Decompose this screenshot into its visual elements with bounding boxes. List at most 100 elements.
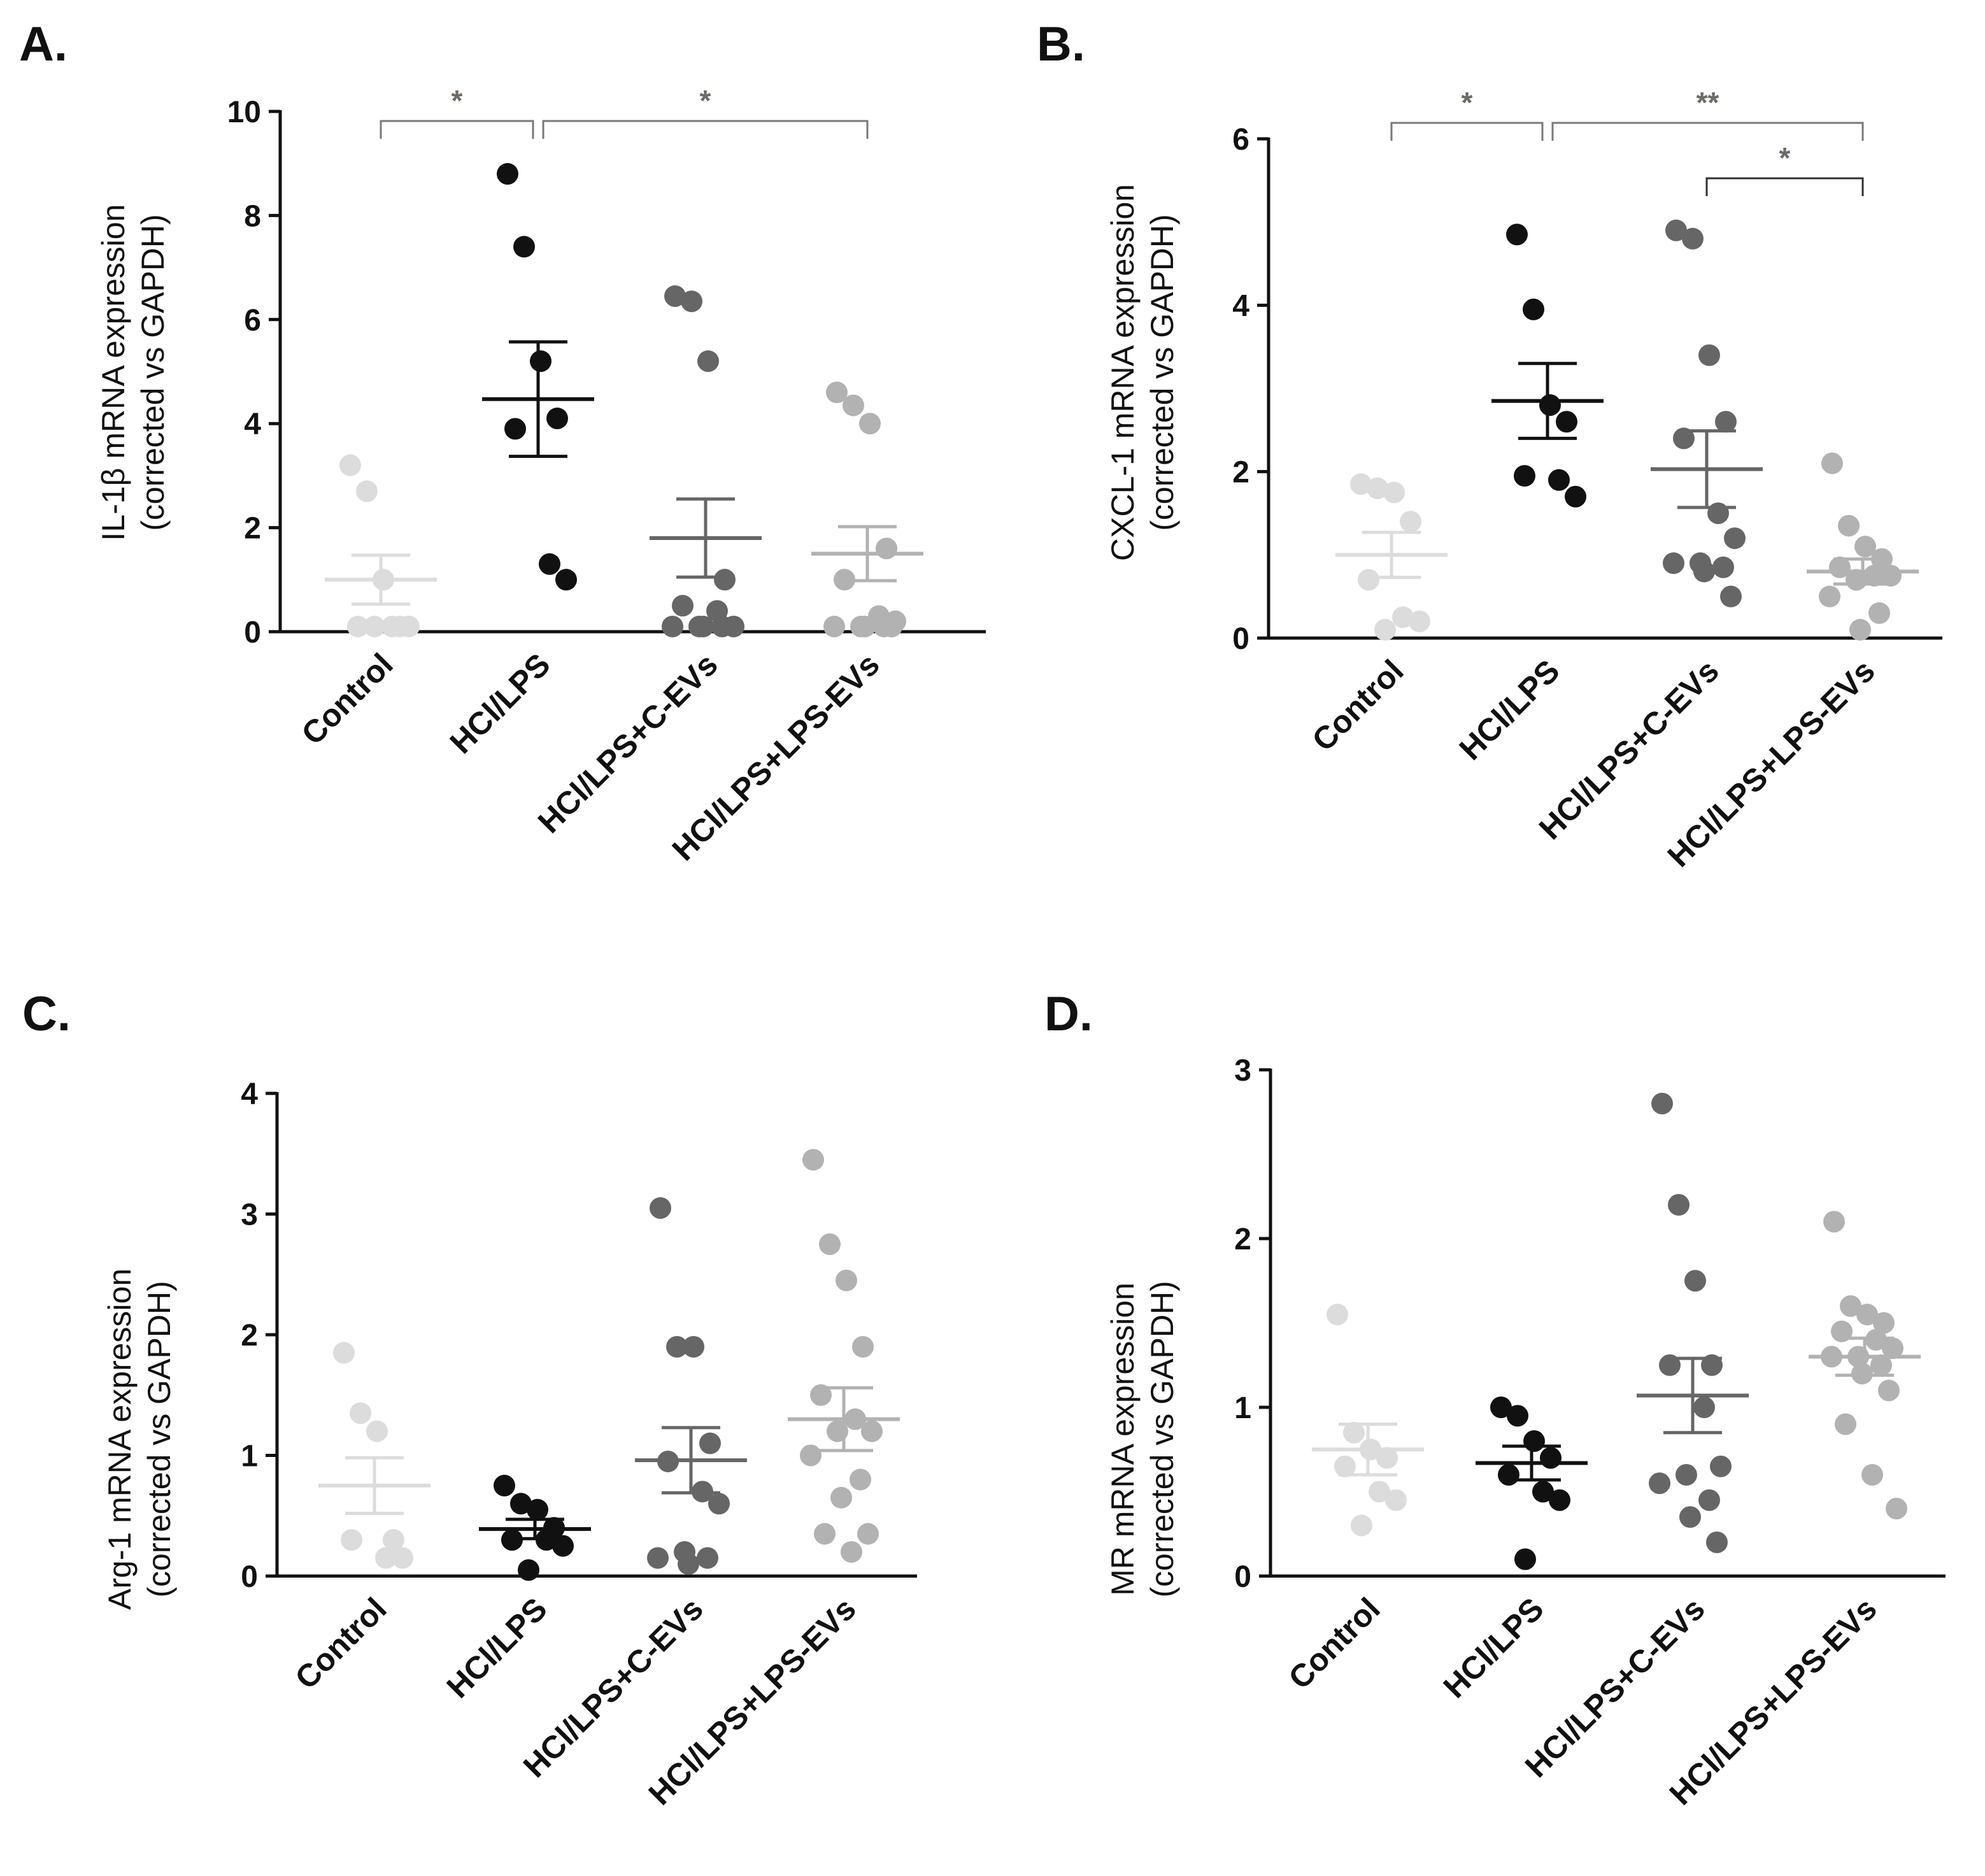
panel-a: A. IL-1β mRNA expression (corrected vs GAP…: [19, 17, 986, 867]
panel-b: B. CXCL-1 mRNA expression (corrected vs GA…: [1037, 17, 1942, 874]
y-axis-title: Arg-1 mRNA expression (corrected vs GAPDH…: [102, 1268, 177, 1610]
data-point: [1498, 1464, 1519, 1486]
y-tick-label: 4: [244, 408, 261, 441]
data-point: [1532, 1481, 1554, 1503]
data-point: [1409, 610, 1430, 632]
y-tick-label: 2: [1232, 456, 1249, 490]
y-tick-label: 4: [241, 1077, 258, 1111]
data-point: [810, 1384, 832, 1406]
data-point: [697, 1547, 718, 1569]
data-point: [1707, 502, 1729, 524]
data-point: [859, 413, 881, 435]
data-point: [697, 350, 719, 373]
data-point: [1507, 1405, 1528, 1427]
y-tick-label: 6: [244, 304, 261, 338]
data-point: [356, 480, 378, 502]
x-category-label: HCl/LPS: [443, 646, 557, 760]
data-point: [830, 1486, 852, 1509]
data-point: [1870, 1354, 1892, 1376]
y-axis-title-line-1: MR mRNA expression: [1105, 1283, 1141, 1596]
data-point: [1665, 219, 1687, 241]
significance-bracket: [1551, 122, 1864, 141]
series-3: [811, 381, 923, 637]
y-axis-title-line-1: Arg-1 mRNA expression: [102, 1268, 138, 1610]
y-axis-title: IL-1β mRNA expression (corrected vs GAPDH…: [96, 204, 171, 541]
panel-letter: A.: [19, 17, 68, 71]
series-3: [1807, 452, 1919, 641]
data-point: [666, 1335, 688, 1358]
y-axis-title-line-2: (corrected vs GAPDH): [135, 214, 171, 530]
data-point: [1490, 1396, 1512, 1418]
significance-label: *: [1462, 86, 1473, 119]
data-point: [683, 1335, 704, 1358]
data-point: [1367, 477, 1388, 499]
x-category-label: HCl/LPS+C-EVs: [1518, 1591, 1712, 1784]
series-1: [1476, 1396, 1588, 1570]
data-point: [1523, 298, 1544, 320]
data-point: [1649, 1472, 1670, 1495]
data-point: [539, 553, 560, 575]
data-point: [692, 615, 714, 637]
data-point: [1679, 1506, 1701, 1528]
data-point: [1676, 1464, 1697, 1486]
data-point: [1343, 1421, 1365, 1444]
data-point: [678, 1553, 699, 1575]
y-tick-label: 4: [1232, 289, 1249, 323]
significance-label: **: [1697, 86, 1719, 119]
y-axis-title-line-2: (corrected vs GAPDH): [1144, 1281, 1180, 1597]
series-0: [1312, 1304, 1424, 1537]
data-point: [1400, 511, 1421, 533]
data-point: [1383, 481, 1405, 504]
x-category-label: HCl/LPS: [440, 1591, 554, 1705]
data-point: [527, 1498, 548, 1521]
data-point: [1523, 1430, 1545, 1452]
data-point: [1715, 411, 1737, 433]
data-point: [1710, 1455, 1732, 1477]
data-point: [699, 1432, 721, 1454]
data-point: [1549, 1489, 1570, 1511]
data-point: [1854, 536, 1876, 558]
y-tick-label: 2: [244, 512, 261, 546]
series-3: [788, 1149, 900, 1563]
y-tick-label: 10: [227, 96, 261, 129]
data-point: [530, 350, 551, 373]
data-point: [662, 615, 683, 637]
data-point: [1385, 1489, 1407, 1511]
series-0: [1335, 473, 1448, 641]
data-point: [381, 615, 403, 637]
data-point: [1548, 469, 1570, 491]
data-point: [518, 1559, 539, 1581]
data-point: [814, 1523, 836, 1545]
series-2: [650, 285, 762, 637]
data-point: [1540, 1447, 1562, 1469]
data-point: [1374, 618, 1396, 641]
series-1: [1491, 224, 1604, 508]
data-point: [1835, 1413, 1856, 1435]
data-point: [861, 1420, 883, 1442]
significance-bracket: [1705, 177, 1864, 196]
x-category-label: HCl/LPS+C-EVs: [531, 646, 725, 840]
data-point: [1334, 1455, 1356, 1477]
data-point: [1350, 473, 1372, 495]
data-point: [854, 615, 876, 637]
data-point: [366, 1420, 388, 1442]
y-tick-label: 0: [1232, 622, 1249, 656]
y-tick-label: 6: [1232, 123, 1249, 157]
data-point: [826, 381, 848, 404]
data-point: [881, 615, 902, 637]
data-point: [546, 408, 568, 430]
y-axis-title: CXCL-1 mRNA expression (corrected vs GAPD…: [1105, 184, 1180, 561]
significance-bracket: [1390, 122, 1544, 141]
data-point: [555, 569, 577, 591]
y-tick-label: 8: [244, 199, 261, 233]
y-tick-label: 2: [241, 1319, 258, 1353]
data-point: [1821, 452, 1843, 474]
data-point: [1706, 1531, 1728, 1553]
y-axis-title-line-2: (corrected vs GAPDH): [141, 1281, 177, 1597]
y-axis-title-line-1: IL-1β mRNA expression: [96, 204, 131, 541]
data-point: [339, 454, 361, 476]
data-point: [1565, 485, 1586, 508]
y-tick-label: 3: [241, 1198, 258, 1232]
x-category-label: Control: [1282, 1591, 1387, 1696]
